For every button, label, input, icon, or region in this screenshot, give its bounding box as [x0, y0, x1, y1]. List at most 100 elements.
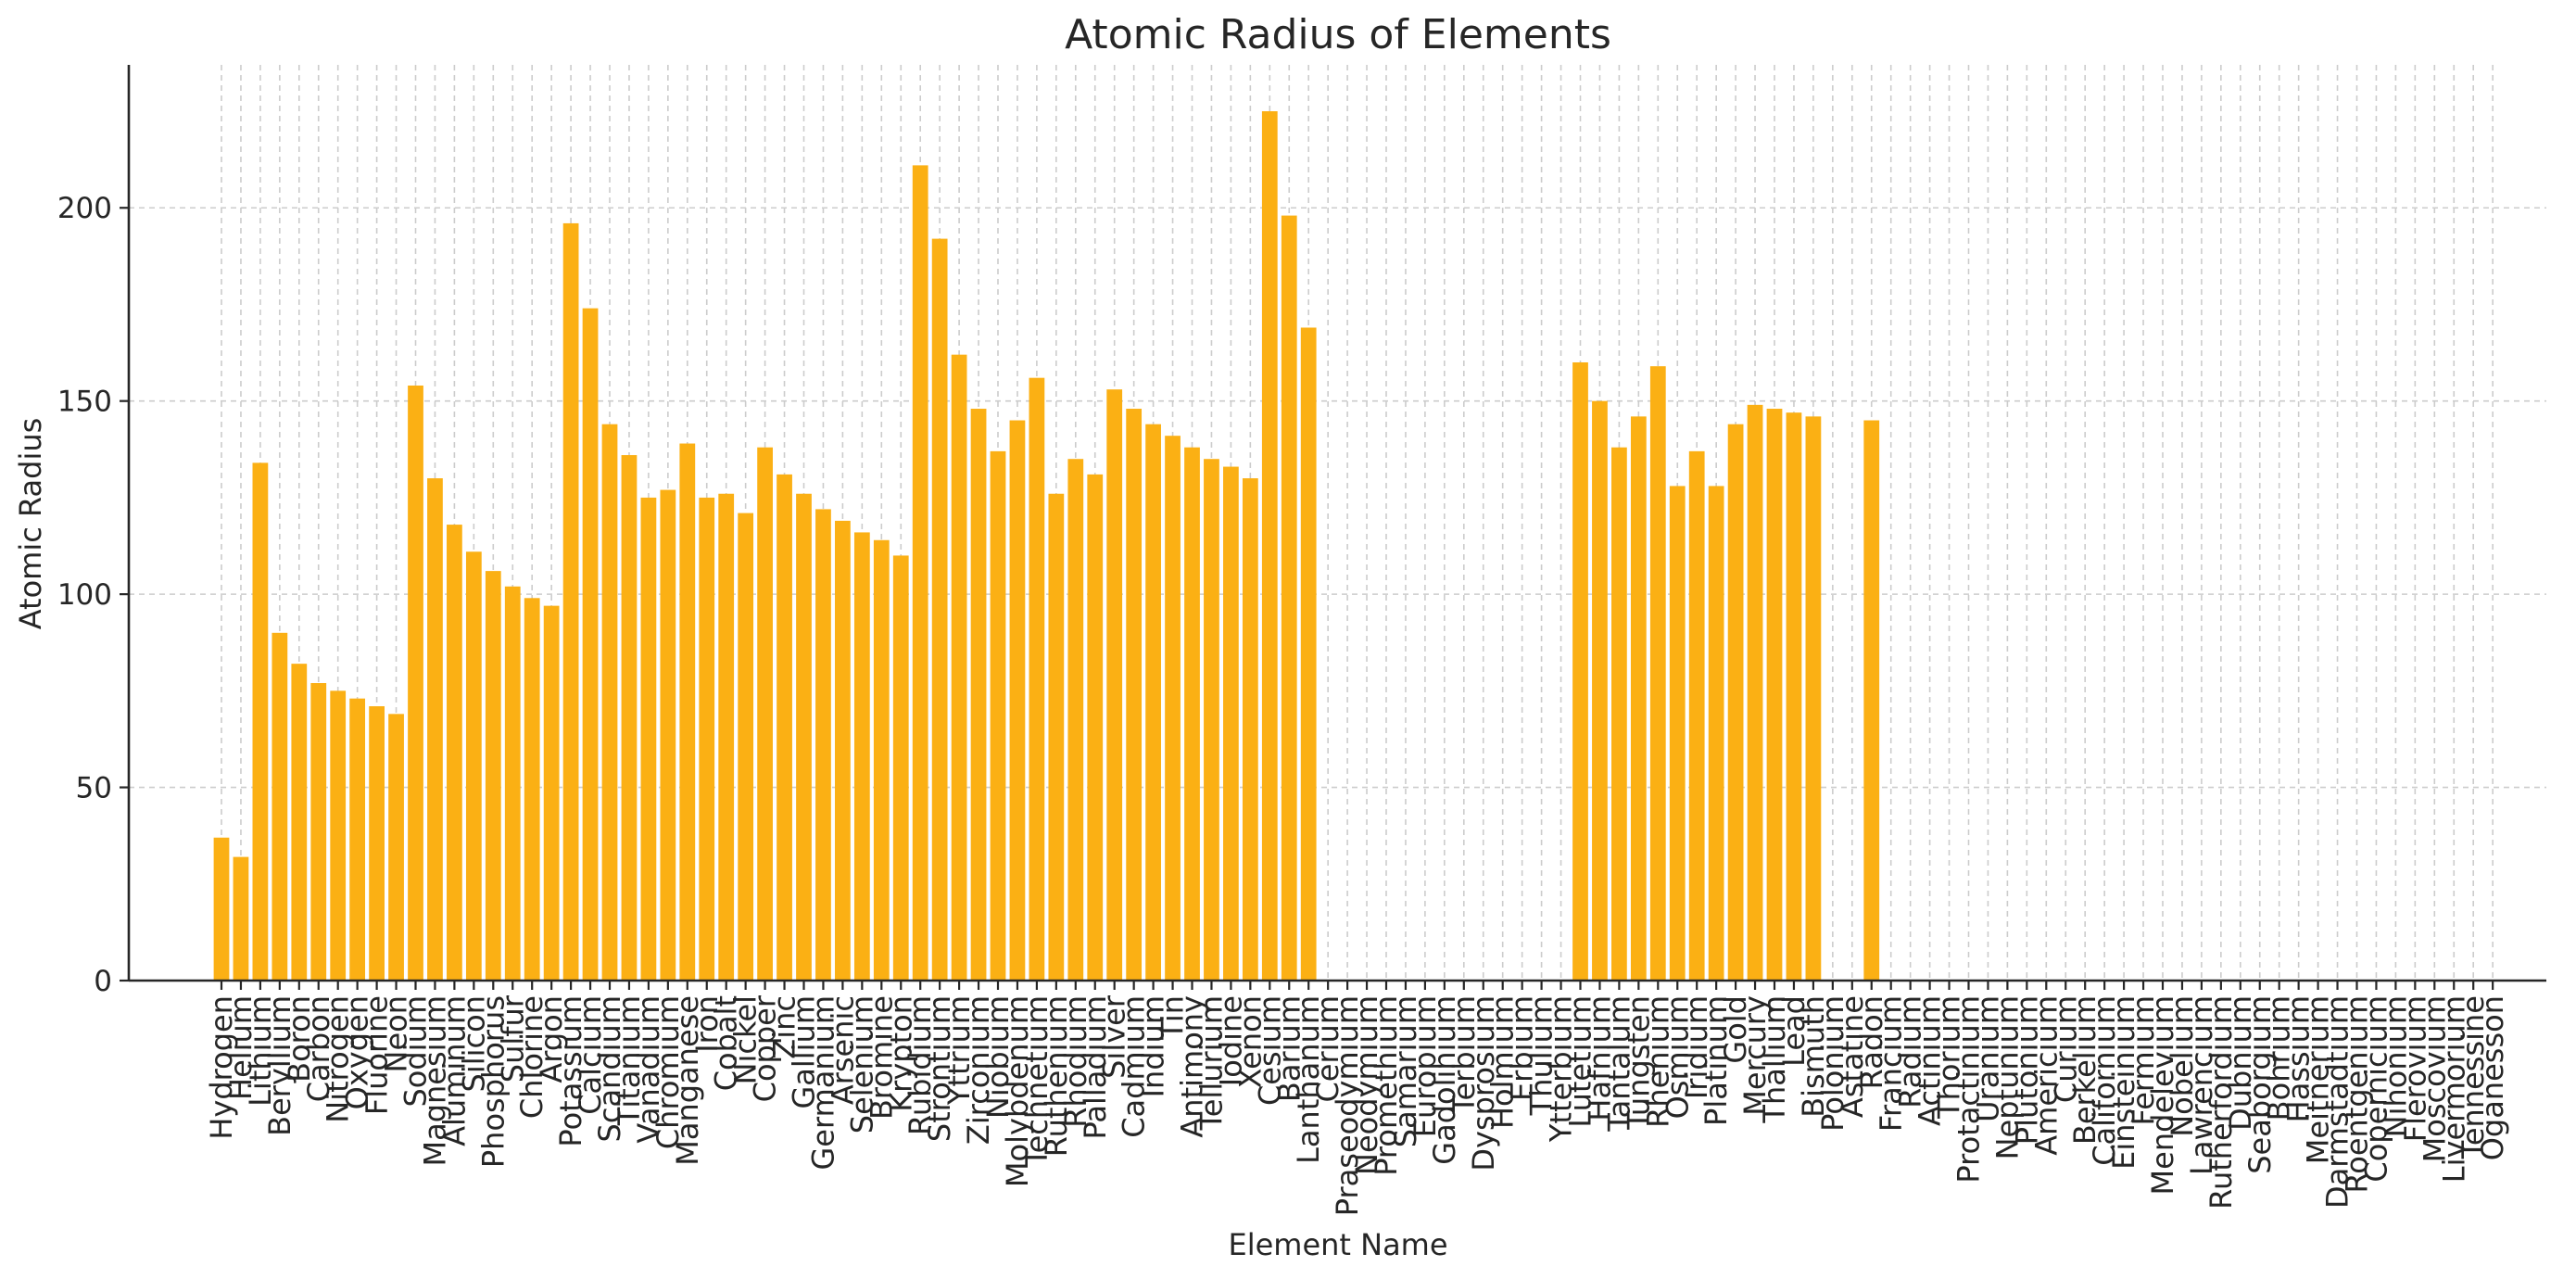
bar: [1863, 420, 1880, 981]
x-tick-label: Hydrogen: [204, 995, 239, 1140]
x-tick-label: Copper: [748, 994, 783, 1102]
x-tick-label: Erbium: [1505, 995, 1540, 1101]
bar: [1067, 459, 1084, 981]
bar: [1009, 420, 1026, 981]
x-tick-label: Arsenic: [825, 995, 860, 1105]
x-tick-label: Gallium: [787, 995, 822, 1109]
x-tick-label: Tantalum: [1601, 995, 1636, 1133]
x-tick-label: Samarium: [1388, 995, 1423, 1147]
x-axis-label: Element Name: [1228, 1227, 1447, 1262]
x-tick-label: Copernicium: [2358, 995, 2393, 1183]
y-tick-label: 100: [57, 578, 112, 612]
bar: [853, 532, 870, 981]
x-tick-label: Manganese: [670, 995, 705, 1166]
x-tick-label: Lead: [1776, 995, 1812, 1067]
x-tick-label: Zinc: [767, 995, 802, 1059]
bar: [1184, 447, 1200, 981]
bar: [1048, 493, 1065, 981]
bar: [892, 555, 909, 981]
x-tick-label: Dysprosium: [1466, 995, 1501, 1171]
bar: [465, 551, 482, 981]
y-tick-label: 50: [76, 772, 112, 805]
bar: [388, 714, 404, 981]
x-tick-label: Boron: [282, 995, 317, 1083]
bar: [1165, 436, 1181, 981]
x-tick-label: Einsteinium: [2106, 995, 2141, 1170]
x-tick-label: Nobelium: [2165, 995, 2200, 1137]
x-tick-label: Thulium: [1524, 995, 1559, 1116]
bar: [524, 598, 540, 981]
y-tick-label: 150: [57, 386, 112, 419]
chart-title: Atomic Radius of Elements: [1065, 11, 1611, 58]
x-tick-label: Mercury: [1737, 995, 1773, 1116]
x-tick-label: Gold: [1718, 995, 1753, 1064]
x-tick-label: Argon: [534, 995, 569, 1083]
x-tick-label: Cerium: [1310, 995, 1345, 1103]
x-tick-label: Iridium: [1679, 995, 1714, 1099]
x-tick-label: Americium: [2028, 995, 2064, 1156]
bar: [601, 424, 618, 981]
x-tick-label: Carbon: [301, 995, 336, 1102]
x-tick-label: Sodium: [398, 995, 434, 1108]
x-tick-label: Protactinium: [1951, 995, 1987, 1184]
bar: [777, 474, 792, 981]
bar: [562, 222, 579, 981]
x-tick-label: Thorium: [1932, 995, 1967, 1120]
x-tick-label: Chlorine: [514, 995, 549, 1119]
x-tick-label: Oganesson: [2475, 995, 2510, 1160]
bar: [815, 509, 831, 981]
bar: [1242, 478, 1258, 981]
bar: [1688, 450, 1705, 981]
x-tick-label: Roentgenium: [2340, 995, 2375, 1194]
bar: [796, 493, 812, 981]
label-layer: 0 50 100 150 200 HydrogenHeliumLithiumBerylli…: [57, 192, 2510, 1216]
x-tick-label: Gadolinium: [1427, 995, 1462, 1165]
bar: [970, 409, 987, 981]
x-tick-label: Mendelevium: [2145, 995, 2180, 1195]
bar: [1592, 400, 1608, 981]
bar: [504, 586, 521, 981]
x-tick-label: Tin: [1155, 995, 1191, 1041]
x-tick-label: Thallium: [1757, 995, 1792, 1124]
x-tick-label: Magnesium: [417, 995, 452, 1167]
bar: [1727, 424, 1744, 981]
bar: [990, 450, 1006, 981]
x-tick-label: Fermium: [2126, 995, 2161, 1125]
x-tick-label: Radon: [1854, 995, 1889, 1089]
bar: [1145, 424, 1161, 981]
bar: [1223, 466, 1239, 981]
x-tick-label: Cesium: [1252, 995, 1287, 1106]
x-tick-label: Nickel: [728, 995, 764, 1084]
bar: [951, 354, 967, 981]
y-axis-label: Atomic Radius: [13, 418, 48, 630]
bar: [213, 837, 230, 981]
axis-layer: [120, 65, 2546, 990]
x-tick-label: Plutonium: [2009, 995, 2044, 1145]
bar: [1087, 474, 1104, 981]
bar: [1669, 486, 1686, 981]
x-tick-label: Vanadium: [631, 995, 666, 1144]
x-tick-label: Rhenium: [1640, 995, 1675, 1128]
bar: [582, 308, 599, 981]
x-tick-label: Ytterbium: [1544, 995, 1579, 1143]
x-tick-label: Yttrium: [941, 995, 977, 1106]
bar: [485, 571, 501, 981]
x-tick-label: Meitnerium: [2301, 995, 2336, 1164]
x-tick-label: Astatine: [1835, 995, 1870, 1118]
bar: [660, 489, 676, 981]
x-tick-label: Hafnium: [1582, 995, 1617, 1121]
x-tick-label: Radium: [1893, 995, 1928, 1108]
x-tick-label: Moscovium: [2417, 995, 2452, 1162]
bar: [873, 539, 890, 981]
x-tick-label: Bismuth: [1796, 995, 1831, 1118]
x-tick-label: Francium: [1874, 995, 1909, 1132]
x-tick-label: Platinum: [1698, 995, 1734, 1126]
x-tick-label: Livermorium: [2436, 995, 2471, 1183]
bar: [679, 443, 696, 981]
x-tick-label: Osmium: [1660, 995, 1695, 1119]
x-tick-label: Rhodium: [1058, 995, 1093, 1128]
x-tick-label: Praseodymium: [1330, 995, 1365, 1216]
x-tick-label: Strontium: [922, 995, 957, 1142]
x-tick-label: Potassium: [553, 995, 588, 1147]
